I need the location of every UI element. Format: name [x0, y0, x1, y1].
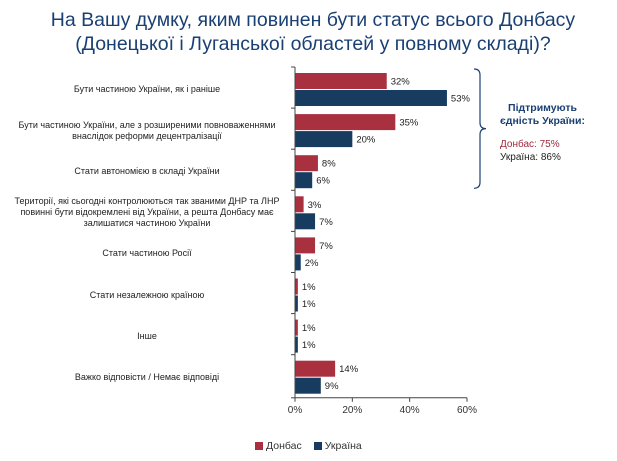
- category-label-6-line-0: Інше: [137, 330, 157, 341]
- category-label-3-line-1: повинні бути відокремлені від України, а…: [20, 207, 274, 218]
- category-label-2-line-0: Стати автономією в складі України: [74, 166, 220, 177]
- data-label-ukraine-6: 1%: [302, 340, 316, 351]
- category-label-4: Стати частиною Росії: [7, 248, 287, 259]
- legend-swatch-ukraine: [313, 442, 322, 450]
- category-label-1: Бути частиною України, але з розширеними…: [7, 120, 287, 142]
- data-label-donbas-0: 32%: [391, 77, 411, 88]
- data-label-donbas-7: 14%: [339, 364, 359, 375]
- x-tick-label-2: 40%: [400, 405, 420, 416]
- unity-note-ukraine-row: Україна: 86%: [500, 151, 585, 164]
- bar-ukraine-5: [295, 295, 298, 312]
- data-label-donbas-3: 3%: [308, 200, 322, 211]
- legend-swatch-donbas: [255, 442, 263, 450]
- bar-ukraine-1: [295, 131, 353, 148]
- x-tick-label-1: 20%: [342, 405, 362, 416]
- bar-donbas-7: [295, 360, 336, 377]
- unity-note-ukraine-value: 86%: [540, 152, 561, 163]
- unity-note-ukraine-label: Україна:: [500, 152, 539, 163]
- category-label-5: Стати незалежною країною: [7, 290, 287, 301]
- chart-title-line-1: На Вашу думку, яким повинен бути статус …: [50, 9, 576, 31]
- category-label-3: Території, які сьогодні контролюються та…: [7, 196, 287, 229]
- legend-item-ukraine: Україна: [313, 440, 362, 452]
- data-label-donbas-2: 8%: [322, 159, 336, 170]
- chart-title: На Вашу думку, яким повинен бути статус …: [18, 8, 608, 56]
- unity-note-heading-line-1: Підтримують: [508, 102, 577, 114]
- unity-support-note: Підтримують єдність України: Донбас: 75%…: [500, 102, 585, 164]
- data-label-donbas-5: 1%: [302, 282, 316, 293]
- bar-donbas-2: [295, 155, 318, 172]
- category-label-1-line-1: внаслідок реформи децентралізації: [72, 130, 222, 141]
- legend: Донбас Україна: [255, 440, 362, 452]
- category-label-7-line-0: Важко відповісти / Немає відповіді: [74, 371, 220, 382]
- unity-note-donbas-row: Донбас: 75%: [500, 138, 585, 151]
- category-label-3-line-2: залишатися частиною України: [83, 218, 211, 229]
- data-label-ukraine-7: 9%: [325, 381, 339, 392]
- data-label-ukraine-3: 7%: [319, 217, 333, 228]
- unity-note-heading: Підтримують єдність України:: [500, 102, 585, 128]
- x-tick-label-3: 60%: [457, 405, 477, 416]
- bar-ukraine-3: [295, 213, 316, 230]
- legend-label-ukraine: Україна: [324, 440, 362, 452]
- category-label-0: Бути частиною України, як і раніше: [7, 84, 287, 95]
- bar-ukraine-6: [295, 336, 298, 353]
- data-label-ukraine-5: 1%: [302, 299, 316, 310]
- bar-ukraine-7: [295, 377, 321, 394]
- bar-donbas-6: [295, 319, 298, 336]
- category-label-3-line-0: Території, які сьогодні контролюються та…: [14, 196, 280, 207]
- bar-donbas-4: [295, 237, 316, 254]
- data-label-ukraine-0: 53%: [451, 94, 471, 105]
- bar-ukraine-0: [295, 90, 447, 106]
- chart-title-line-2: (Донецької і Луганської областей у повно…: [75, 33, 551, 55]
- unity-note-donbas-label: Донбас:: [500, 139, 537, 150]
- bar-ukraine-2: [295, 172, 313, 189]
- unity-bracket: [473, 68, 487, 189]
- legend-item-donbas: Донбас: [255, 440, 302, 452]
- data-label-ukraine-2: 6%: [316, 176, 330, 187]
- category-label-4-line-0: Стати частиною Росії: [102, 248, 192, 259]
- bar-ukraine-4: [295, 254, 301, 271]
- data-label-donbas-1: 35%: [399, 118, 419, 129]
- category-label-5-line-0: Стати незалежною країною: [89, 289, 205, 300]
- category-label-7: Важко відповісти / Немає відповіді: [7, 372, 287, 383]
- data-label-donbas-4: 7%: [319, 241, 333, 252]
- category-label-6: Інше: [7, 331, 287, 342]
- bar-donbas-0: [295, 73, 387, 89]
- data-label-ukraine-1: 20%: [356, 135, 376, 146]
- bar-donbas-5: [295, 278, 298, 295]
- category-label-1-line-0: Бути частиною України, але з розширеними…: [18, 119, 276, 130]
- data-label-ukraine-4: 2%: [305, 258, 319, 269]
- category-label-2: Стати автономією в складі України: [7, 166, 287, 177]
- category-label-0-line-0: Бути частиною України, як і раніше: [73, 84, 221, 94]
- legend-label-donbas: Донбас: [266, 440, 302, 452]
- x-tick-label-0: 0%: [288, 405, 303, 416]
- bar-donbas-3: [295, 196, 304, 213]
- unity-note-donbas-value: 75%: [539, 139, 560, 150]
- unity-note-heading-line-2: єдність України:: [500, 115, 585, 127]
- bar-donbas-1: [295, 114, 396, 131]
- data-label-donbas-6: 1%: [302, 323, 316, 334]
